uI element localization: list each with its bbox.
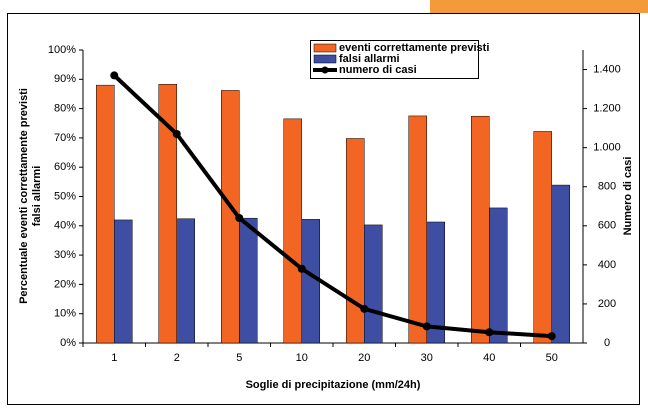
line-marker <box>422 322 431 331</box>
y-tick-label: 100% <box>48 44 76 56</box>
x-axis-label: Soglie di precipitazione (mm/24h) <box>246 379 421 391</box>
bar <box>533 131 552 344</box>
x-tick-label: 1 <box>111 352 117 364</box>
y2-tick-label: 800 <box>598 181 616 193</box>
y2-tick-label: 400 <box>598 259 616 271</box>
y2-tick-label: 1.200 <box>593 103 621 115</box>
y-tick-label: 10% <box>54 308 76 320</box>
y2-tick-label: 600 <box>598 220 616 232</box>
bar <box>176 218 195 344</box>
bar <box>283 118 302 344</box>
y2-tick-label: 1.400 <box>593 63 621 75</box>
bar <box>114 219 133 344</box>
y-tick-label: 90% <box>54 73 76 85</box>
legend-swatch <box>313 43 337 53</box>
legend-swatch <box>313 54 337 64</box>
bar <box>239 217 258 344</box>
y-tick-label: 20% <box>54 278 76 290</box>
legend-marker <box>321 66 329 74</box>
legend-label: falsi allarmi <box>339 53 400 65</box>
bar <box>408 115 427 344</box>
y-tick-label: 80% <box>54 103 76 115</box>
x-tick-label: 50 <box>546 352 558 364</box>
x-tick-label: 40 <box>483 352 495 364</box>
x-tick-label: 30 <box>421 352 433 364</box>
y-axis-label: Percentuale eventi correttamente previst… <box>18 88 30 304</box>
legend-label: eventi correttamente previsti <box>339 42 489 54</box>
x-tick-label: 20 <box>358 352 370 364</box>
line-marker <box>485 328 494 337</box>
bar <box>96 84 115 344</box>
bar <box>301 219 320 344</box>
x-tick-label: 10 <box>296 352 308 364</box>
y2-tick-label: 200 <box>598 298 616 310</box>
y-tick-label: 50% <box>54 190 76 202</box>
y2-tick-label: 0 <box>604 337 610 349</box>
frame <box>7 13 640 405</box>
y2-axis-label: Numero di casi <box>622 157 634 236</box>
y-tick-label: 60% <box>54 161 76 173</box>
header-band <box>430 0 648 13</box>
bar <box>471 115 490 344</box>
line-marker <box>235 213 244 222</box>
y-tick-label: 40% <box>54 220 76 232</box>
line-marker <box>110 71 119 80</box>
legend-box <box>310 40 479 79</box>
y-axis-label: falsi allarmi <box>31 166 43 227</box>
line-marker <box>172 129 181 138</box>
bar <box>489 207 508 344</box>
y-tick-label: 30% <box>54 249 76 261</box>
bar <box>426 221 445 344</box>
bar <box>158 84 177 344</box>
bar <box>551 184 570 344</box>
bar <box>346 138 365 344</box>
x-tick-label: 5 <box>236 352 242 364</box>
y2-tick-label: 1.000 <box>593 142 621 154</box>
y-tick-label: 0% <box>60 337 76 349</box>
line <box>112 73 552 339</box>
legend-label: numero di casi <box>339 64 417 76</box>
line-marker <box>297 264 306 273</box>
x-tick-label: 2 <box>174 352 180 364</box>
bar <box>364 224 383 344</box>
line-marker <box>547 332 556 341</box>
y-tick-label: 70% <box>54 132 76 144</box>
line-marker <box>360 304 369 313</box>
